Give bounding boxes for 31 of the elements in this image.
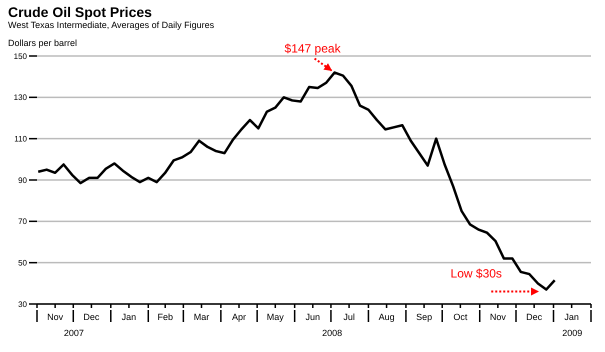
x-tick-label: Feb [157,312,173,322]
x-tick-label: Nov [490,312,506,322]
x-tick-label: Nov [47,312,64,322]
line-series [37,71,556,291]
y-tick-label: 70 [18,217,28,226]
x-tick-label: Sep [416,312,432,322]
y-tick-label: 30 [18,300,28,309]
x-tick-label: Mar [194,312,210,322]
annotation: $147 peak [284,42,342,56]
x-tick-label: Jan [122,312,136,322]
chart-subtitle: West Texas Intermediate, Averages of Daily Figures [8,20,214,30]
x-tick-label: Oct [453,312,468,322]
x-tick-label: Jul [343,312,355,322]
x-tick-label: Dec [83,312,100,322]
y-tick-label: 50 [18,258,28,268]
x-tick-label: Dec [526,312,543,322]
chart-title: Crude Oil Spot Prices [8,4,152,20]
annotation: Low $30s [450,266,502,281]
y-tick-label: 110 [14,134,28,144]
y-tick-label: 130 [14,93,28,102]
text: 2009 [562,328,582,338]
x-tick-label: May [266,312,284,322]
y-tick-label: 90 [18,176,28,185]
y-axis-title: Dollars per barrel [8,38,78,48]
text: 2007 [64,328,84,338]
x-tick-label: Aug [378,312,395,322]
text: 2008 [322,328,342,338]
x-tick-label: Jan [564,312,579,322]
y-tick-label: 150 [14,52,28,61]
x-tick-label: Apr [232,312,246,322]
x-tick-label: Jun [306,312,320,322]
